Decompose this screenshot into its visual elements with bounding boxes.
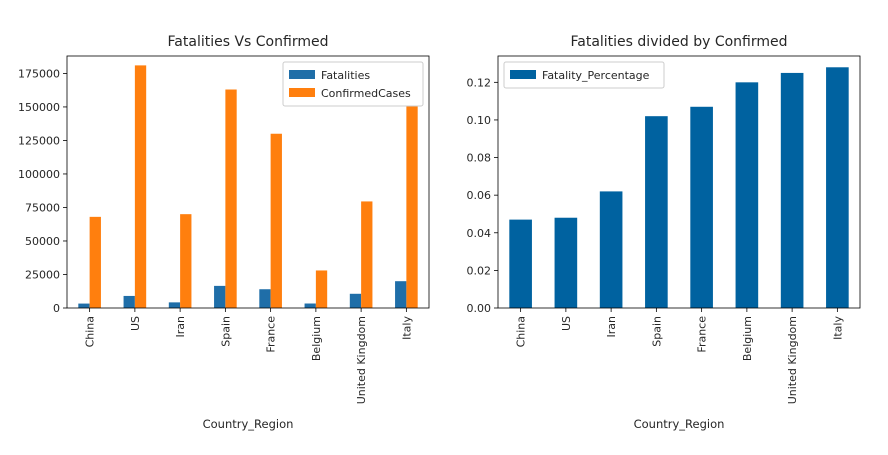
x-tick-label: Iran (605, 316, 618, 338)
y-tick-label: 0.08 (467, 152, 492, 165)
legend-swatch (289, 88, 315, 97)
legend-swatch (289, 70, 315, 79)
x-tick-label: Spain (219, 316, 232, 347)
x-tick-label: Iran (174, 316, 187, 338)
x-tick-label: Belgium (741, 316, 754, 361)
x-tick-label: United Kingdom (786, 316, 799, 404)
legend: Fatality_Percentage (503, 61, 665, 89)
bar-confirmedcases-iran (180, 214, 192, 308)
legend-label: ConfirmedCases (321, 87, 411, 100)
bar-confirmedcases-italy (406, 102, 418, 309)
legend-box (282, 61, 424, 107)
x-tick-label: Belgium (310, 316, 323, 361)
chart-fatalities-vs-confirmed: Fatalities Vs Confirmed 0 25000 50000 75000… (18, 34, 430, 431)
bar-fatality_percentage-united-kingdom (780, 72, 804, 308)
bar-confirmedcases-france (270, 133, 282, 308)
y-tick-label: 0 (53, 302, 60, 315)
bar-confirmedcases-belgium (315, 270, 328, 308)
y-tick-label: 75000 (25, 201, 60, 214)
bar-fatalities-spain (214, 285, 226, 308)
x-tick-label: Italy (831, 316, 844, 340)
y-tick-label: 0.00 (467, 302, 492, 315)
x-tick-label: Italy (400, 316, 413, 340)
bar-confirmedcases-us (134, 65, 147, 308)
plot-area: 0.00 0.02 0.04 0.06 0.08 0.10 0.12 China US Iran S… (467, 55, 861, 404)
y-tick-label: 25000 (25, 268, 60, 281)
axes-frame (66, 55, 430, 309)
x-tick-label: US (560, 316, 573, 331)
bar-fatalities-united-kingdom (349, 293, 362, 308)
plot-area: 0 25000 50000 75000 100000 125000 150000 175000… (18, 55, 430, 404)
y-tick-label: 150000 (18, 101, 60, 114)
legend: Fatalities ConfirmedCases (282, 61, 424, 107)
y-tick-label: 0.04 (467, 227, 492, 240)
bar-fatality_percentage-us (554, 217, 578, 308)
x-tick-label: France (265, 316, 278, 353)
bar-fatality_percentage-france (690, 106, 713, 308)
x-tick-label: China (515, 316, 528, 347)
bar-confirmedcases-china (89, 216, 101, 308)
legend-box (503, 61, 665, 89)
chart-fatalities-divided-by-confirmed: Fatalities divided by Confirmed 0.00 0.02… (467, 34, 861, 431)
axes-frame (497, 55, 861, 309)
chart-title: Fatalities Vs Confirmed (168, 34, 329, 50)
x-axis-label: Country_Region (634, 417, 725, 431)
legend-swatch (510, 70, 536, 79)
bar-fatality_percentage-china (509, 219, 532, 308)
y-tick-label: 175000 (18, 67, 60, 80)
legend-label: Fatalities (321, 69, 370, 82)
bar-confirmedcases-spain (225, 89, 237, 308)
x-axis-label: Country_Region (203, 417, 294, 431)
y-tick-label: 0.10 (467, 114, 492, 127)
bar-fatalities-iran (168, 302, 181, 308)
x-tick-label: Spain (650, 316, 663, 347)
x-tick-label: US (129, 316, 142, 331)
bar-fatalities-france (259, 289, 271, 308)
x-tick-label: France (696, 316, 709, 353)
y-tick-label: 100000 (18, 168, 60, 181)
y-tick-label: 0.06 (467, 189, 492, 202)
bar-fatality_percentage-italy (826, 67, 849, 308)
bar-fatalities-italy (395, 281, 407, 308)
y-tick-label: 0.02 (467, 264, 492, 277)
bar-fatality_percentage-belgium (735, 82, 759, 308)
y-tick-label: 0.12 (467, 76, 492, 89)
bar-fatality_percentage-iran (599, 191, 623, 308)
x-tick-label: China (84, 316, 97, 347)
y-tick-label: 50000 (25, 235, 60, 248)
bar-fatality_percentage-spain (645, 116, 668, 308)
chart-title: Fatalities divided by Confirmed (570, 34, 787, 50)
y-tick-label: 125000 (18, 134, 60, 147)
bar-fatalities-china (78, 303, 90, 308)
bar-confirmedcases-united-kingdom (361, 201, 373, 308)
bar-fatalities-belgium (304, 303, 316, 308)
x-tick-label: United Kingdom (355, 316, 368, 404)
legend-label: Fatality_Percentage (542, 69, 650, 82)
bar-fatalities-us (123, 295, 135, 308)
